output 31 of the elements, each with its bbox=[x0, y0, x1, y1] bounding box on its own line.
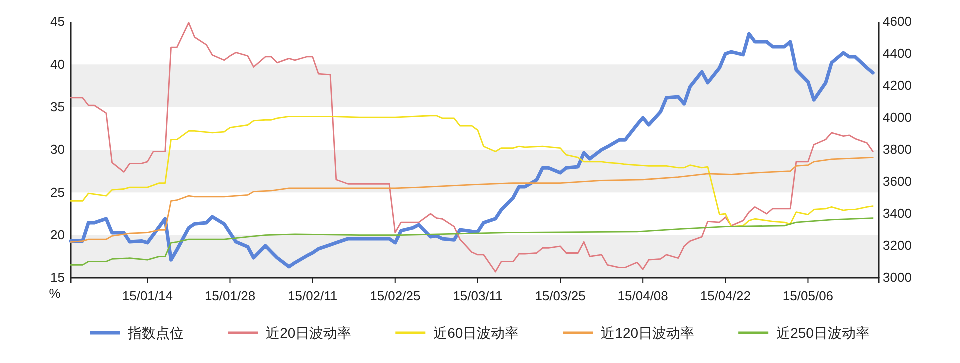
legend-label: 近60日波动率 bbox=[434, 325, 520, 341]
x-tick-label: 15/01/14 bbox=[122, 288, 173, 304]
y2-tick-label: 4600 bbox=[883, 14, 912, 30]
y-tick-label: 15 bbox=[50, 270, 65, 286]
legend-label: 近20日波动率 bbox=[266, 325, 352, 341]
y-tick-label: 45 bbox=[50, 14, 65, 30]
y2-tick-label: 3800 bbox=[883, 142, 912, 158]
x-tick-label: 15/03/25 bbox=[535, 288, 586, 304]
legend-label: 近120日波动率 bbox=[601, 325, 695, 341]
x-tick-label: 15/04/22 bbox=[700, 288, 751, 304]
legend-label: 指数点位 bbox=[127, 325, 184, 341]
y-tick-label: 25 bbox=[50, 184, 65, 200]
legend-label: 近250日波动率 bbox=[776, 325, 870, 341]
x-tick-label: 15/01/28 bbox=[204, 288, 256, 304]
y-tick-label: 20 bbox=[50, 227, 65, 242]
y2-tick-label: 3600 bbox=[883, 174, 912, 190]
y-tick-label: 40 bbox=[50, 56, 65, 72]
y-tick-label: 30 bbox=[50, 142, 65, 158]
y2-tick-label: 4400 bbox=[883, 46, 912, 62]
y2-tick-label: 3000 bbox=[883, 270, 912, 286]
y2-tick-label: 3400 bbox=[883, 206, 912, 222]
x-tick-label: 15/04/08 bbox=[618, 288, 668, 304]
x-tick-label: 15/02/11 bbox=[288, 288, 338, 304]
y2-tick-label: 4000 bbox=[883, 110, 912, 126]
y2-tick-label: 3200 bbox=[883, 238, 912, 254]
y2-tick-label: 4200 bbox=[883, 78, 912, 94]
x-tick-label: 15/05/06 bbox=[782, 288, 834, 304]
x-tick-label: 15/02/25 bbox=[370, 288, 421, 304]
y-axis-title: % bbox=[49, 286, 62, 301]
x-tick-label: 15/03/11 bbox=[453, 288, 503, 304]
y-tick-label: 35 bbox=[50, 99, 65, 114]
